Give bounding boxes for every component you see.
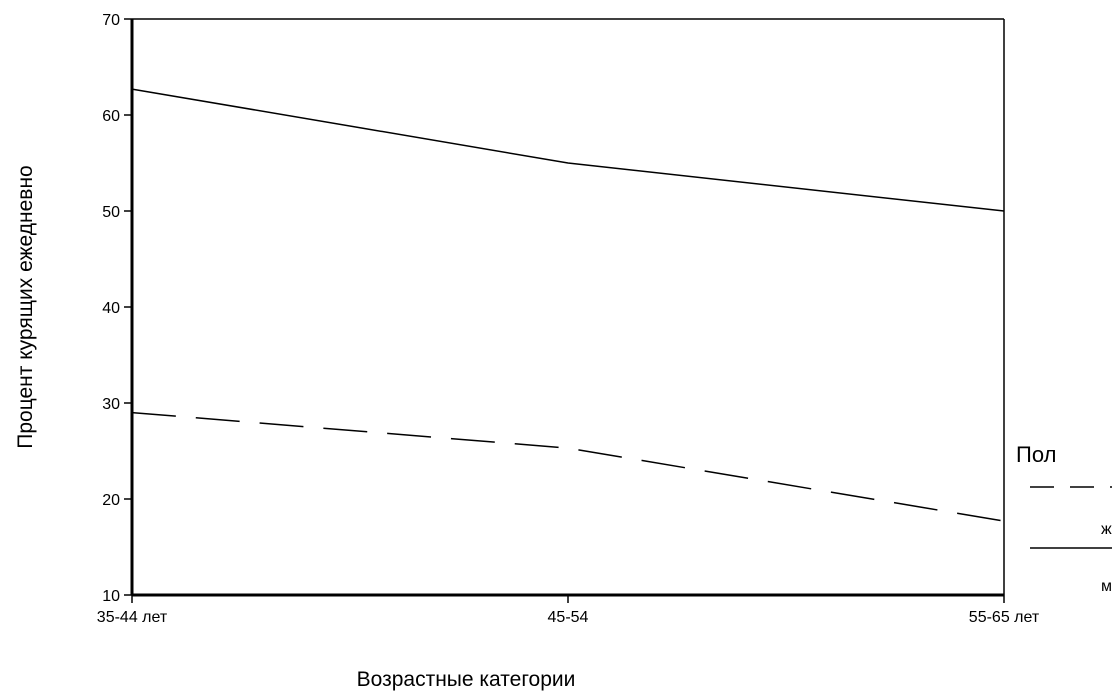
y-axis-title: Процент курящих ежедневно	[14, 165, 37, 449]
x-tick-label: 35-44 лет	[97, 609, 168, 626]
y-tick-label: 20	[102, 492, 120, 509]
x-tick-label: 45-54	[548, 609, 589, 626]
y-tick-label: 10	[102, 588, 120, 605]
y-tick-label: 40	[102, 300, 120, 317]
legend-title: Пол	[1016, 442, 1056, 467]
y-tick-label: 30	[102, 396, 120, 413]
x-axis-title: Возрастные категории	[357, 668, 576, 691]
series-line-male	[131, 88, 1005, 212]
series-line-female	[131, 411, 1005, 522]
legend-label-female: ж	[1101, 521, 1112, 538]
legend: Пол ж м	[1016, 442, 1112, 595]
y-tick-label: 70	[102, 12, 120, 29]
y-tick-label: 50	[102, 204, 120, 221]
legend-label-male: м	[1101, 578, 1112, 595]
y-tick-label: 60	[102, 108, 120, 125]
x-tick-label: 55-65 лет	[969, 609, 1040, 626]
